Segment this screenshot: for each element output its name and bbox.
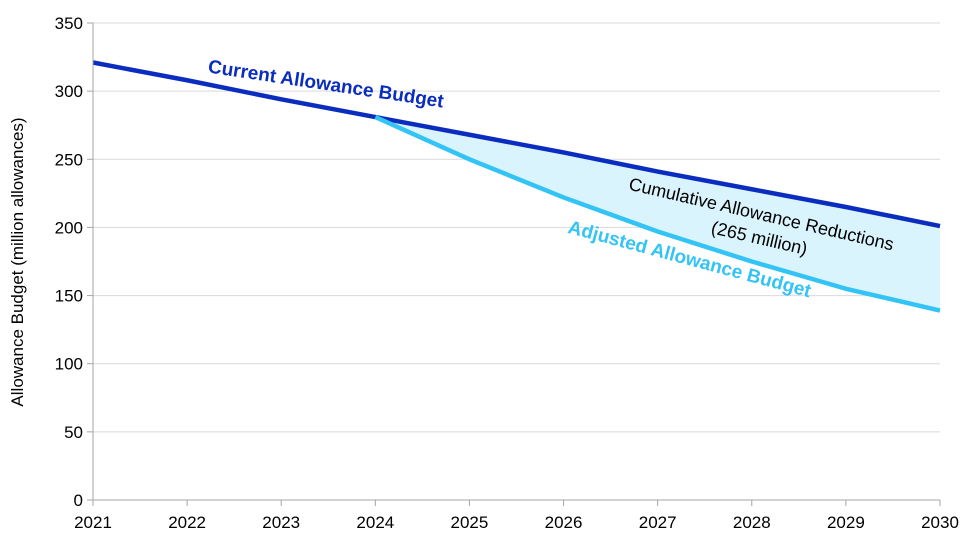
y-tick-label: 200 [55, 218, 83, 237]
x-tick-label: 2025 [451, 513, 489, 532]
x-tick-label: 2030 [921, 513, 959, 532]
series-line-adjusted [374, 114, 941, 313]
series-label-current: Current Allowance Budget [207, 57, 446, 113]
y-tick-label: 250 [55, 150, 83, 169]
y-tick-label: 300 [55, 82, 83, 101]
x-tick-label: 2026 [545, 513, 583, 532]
y-axis-label: Allowance Budget (million allowances) [8, 117, 27, 406]
y-tick-label: 350 [55, 14, 83, 33]
x-tick-label: 2024 [356, 513, 394, 532]
x-tick-label: 2028 [733, 513, 771, 532]
y-tick-label: 0 [74, 491, 83, 510]
x-tick-label: 2027 [639, 513, 677, 532]
x-tick-label: 2021 [74, 513, 112, 532]
reduction-area [375, 117, 940, 311]
x-tick-label: 2023 [262, 513, 300, 532]
y-tick-label: 50 [64, 423, 83, 442]
y-tick-label: 150 [55, 287, 83, 306]
y-tick-label: 100 [55, 355, 83, 374]
series-line-current [92, 60, 941, 229]
x-tick-label: 2029 [827, 513, 865, 532]
x-tick-label: 2022 [168, 513, 206, 532]
